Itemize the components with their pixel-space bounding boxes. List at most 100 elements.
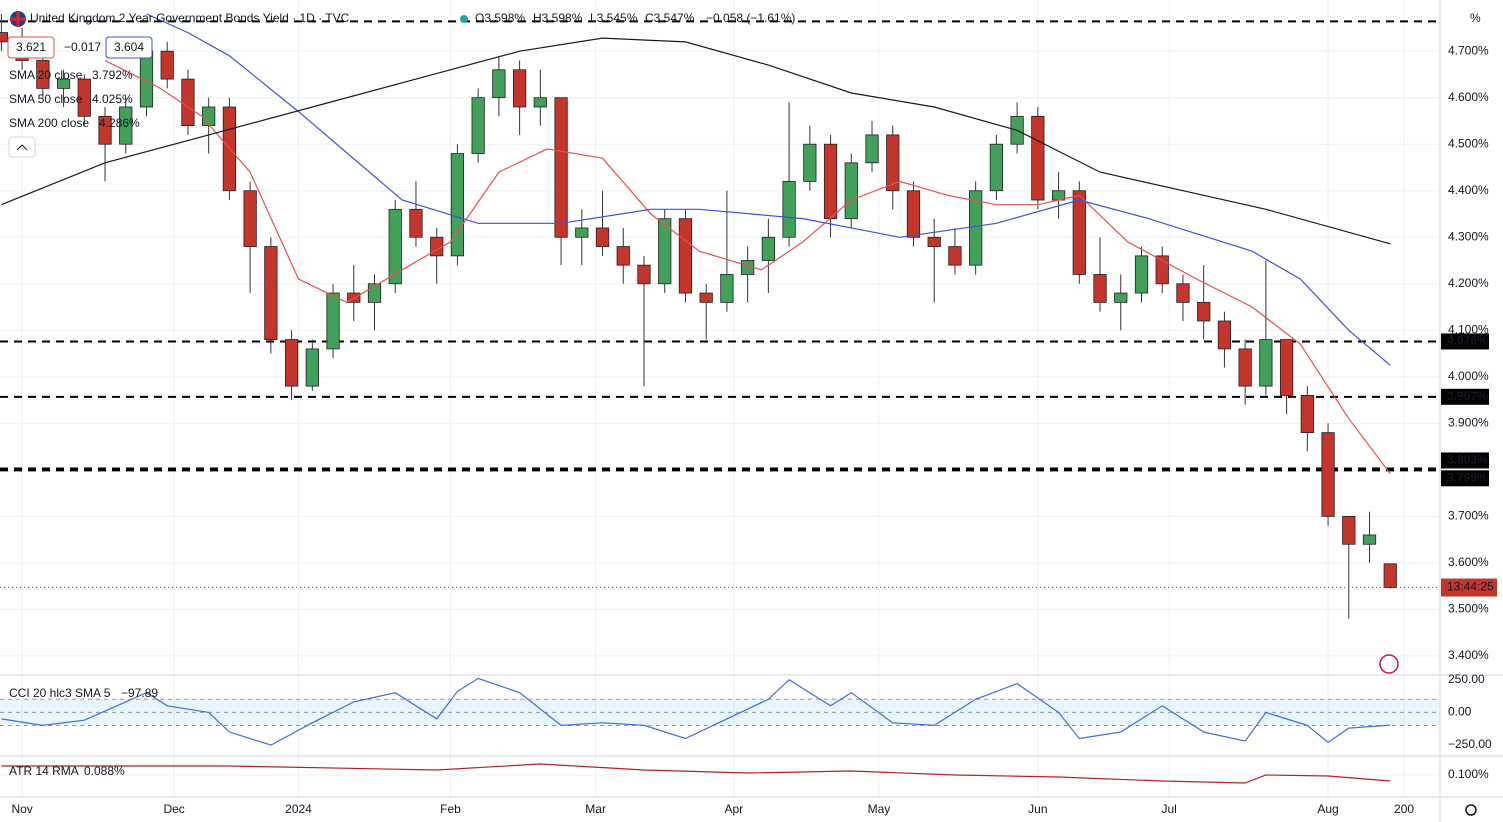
level-badge [1441,388,1489,405]
y-tick-label: 3.500% [1448,602,1489,616]
candle-body [160,50,174,80]
alert-icon[interactable] [1379,654,1399,674]
candle-body [678,218,693,294]
candle-body [1197,301,1211,322]
buy-price[interactable]: 3.604 [114,40,144,54]
candle-body [1279,339,1294,396]
candle-body [823,143,838,220]
change-label: −0.058 (−1.61%) [706,11,795,25]
indicator-pane [1,763,1391,784]
x-tick-label: Jul [1161,802,1176,816]
x-tick-label: May [868,802,891,816]
candle-body [948,246,962,266]
candle-body [202,106,216,127]
chart-title: United Kingdom 2 Year Government Bonds Y… [30,11,350,25]
indicator-value: 4.025% [92,92,133,106]
y-tick-label: 3.600% [1448,555,1489,569]
indicator-line [1,763,1391,784]
sell-price[interactable]: 3.621 [16,40,46,54]
level-badge [1441,452,1489,469]
settings-icon[interactable] [1465,804,1477,816]
y-tick-label: 3.900% [1448,416,1489,430]
legend: United Kingdom 2 Year Government Bonds Y… [7,11,1481,816]
x-tick-label: Aug [1317,802,1338,816]
indicator-pane [0,677,1440,746]
candle-body [720,274,734,303]
y-tick-label: 0.100% [1448,767,1489,781]
candle-body [450,153,465,257]
y-tick-label: 4.500% [1448,136,1489,150]
axis-unit: % [1470,11,1481,25]
candle-body [595,227,610,247]
indicator-value: −97.89 [121,686,158,700]
y-tick-label: 4.600% [1448,90,1489,104]
candle-body [284,339,299,387]
sma-line [146,13,1391,366]
x-tick-label: Dec [163,802,184,816]
candle-body [782,181,796,238]
candle-body [1134,255,1149,294]
indicator-value: 3.792% [92,68,133,82]
indicator-value: 4.286% [99,116,140,130]
candle-body [699,292,713,303]
candle-body [1217,320,1232,350]
x-tick-label: Apr [724,802,743,816]
plot [0,13,1440,784]
candle-body [1300,395,1314,434]
candle-body [658,218,672,285]
x-tick-label: 2024 [285,802,312,816]
indicator-name: SMA 50 close [9,92,83,106]
candle-body [0,32,9,43]
candle-body [1342,515,1356,545]
y-tick-label: 0.00 [1448,705,1472,719]
candle-body [906,190,921,238]
candle-body [492,69,506,99]
price-pane [0,13,1440,619]
candle-body [471,97,485,154]
sell-button[interactable] [7,36,55,59]
buy-button[interactable] [105,36,153,59]
y-tick-label: 250.00 [1448,672,1485,686]
candle-body [77,78,91,117]
candle-body [844,162,858,220]
collapse-button[interactable] [8,136,36,158]
flag-icon [10,11,26,27]
indicator-name: CCI 20 hlc3 SMA 5 [9,686,111,700]
open-label: O3.598% [475,11,525,25]
level-label: 3.803% [1447,453,1488,467]
candle-body [616,246,630,266]
indicator-line [1,677,1391,746]
axes: Nov Dec 2024 Feb Mar Apr May Jun Jul Aug 200 4.700%… [11,43,1497,816]
candle-body [1238,348,1252,387]
candle-body [803,143,817,182]
candle-body [865,134,879,164]
y-tick-label: 4.000% [1448,369,1489,383]
candle-body [1031,115,1045,201]
indicator-value: 0.088% [84,764,125,778]
candle-body [243,190,257,247]
candle-body [927,236,941,247]
candle-body [305,348,319,387]
candle-body [1072,190,1086,275]
candle-body [554,97,568,238]
candle-body [264,246,278,340]
candle-body [512,69,527,108]
indicator-name: ATR 14 RMA [9,764,79,778]
y-tick-label: −250.00 [1448,737,1492,751]
y-tick-label: 4.200% [1448,276,1489,290]
candle-body [119,106,133,145]
collapse-icon[interactable] [16,144,28,151]
candle-body [1321,432,1335,517]
candle-body [1259,339,1273,387]
candle-body [1383,563,1397,588]
candle-body [1114,292,1128,303]
candle-body [326,292,340,350]
x-tick-label: Jun [1028,802,1047,816]
level-badge [1441,333,1489,350]
grid [0,0,1440,797]
candle-body [761,236,775,261]
candle-body [388,208,402,285]
y-tick-label: 4.700% [1448,43,1489,57]
y-tick-label: 4.400% [1448,183,1489,197]
candle-body [1093,274,1107,303]
